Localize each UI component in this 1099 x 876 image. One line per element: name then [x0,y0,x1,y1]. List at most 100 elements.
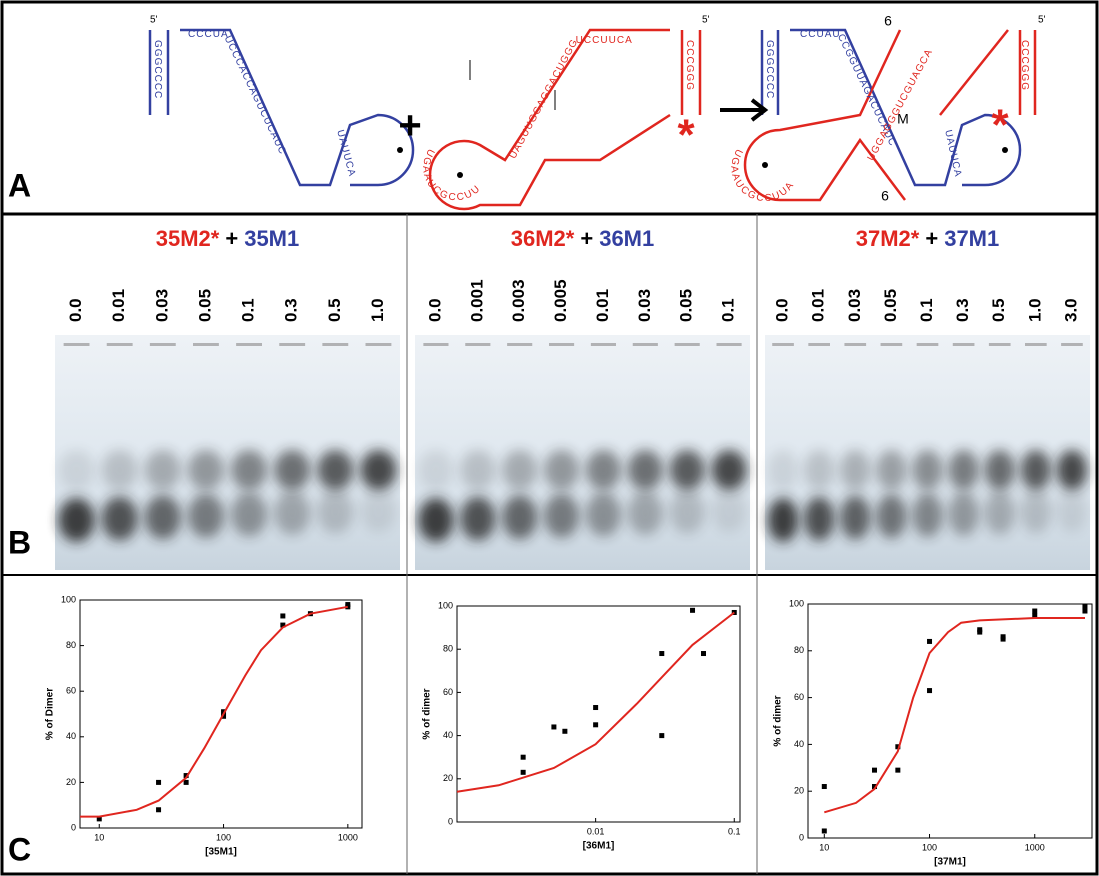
data-point [520,754,526,760]
y-tick-label: 40 [794,739,804,749]
band [502,450,538,490]
lane-label: 0.003 [509,279,528,322]
well [423,343,449,346]
sequence: CCCGGG [684,40,695,91]
y-tick-label: 80 [794,645,804,655]
band [1020,450,1051,490]
band [948,450,979,490]
data-point [977,629,983,635]
band [317,450,354,490]
x-tick-label: 100 [922,842,937,852]
well [1025,343,1047,346]
band [460,496,496,541]
y-tick-label: 80 [443,644,453,654]
chart: 0 20 40 60 80 100 10 100 1000 [37M1] % of dimer [773,598,1093,868]
lane-label: 0.05 [195,289,214,322]
sequence: UAUUCAGU [0,0,358,178]
junction-label: 6 [881,188,889,204]
data-point [156,779,162,785]
gel-title-part: + [580,226,593,251]
lane-label: 1.0 [1025,298,1044,322]
data-point [96,816,102,822]
data-point [927,638,933,644]
data-point [1032,608,1038,614]
y-tick-label: 60 [66,686,76,696]
sequence: UGAAUCGCCUUAG [0,0,483,203]
well [63,343,90,346]
gel-image [415,335,750,570]
chart: 0 20 40 60 80 100 0.01 0.1 [36M1] % of dimer [422,600,741,851]
data-point [156,807,162,813]
band [711,450,747,490]
gel-title-part: + [925,226,938,251]
x-tick-label: 10 [819,842,829,852]
data-point [1032,613,1038,619]
band [585,492,622,537]
band [767,498,799,542]
x-axis-label: [37M1] [934,857,966,868]
data-point [183,773,189,779]
sequence-text: GGGCCCC [152,40,162,99]
star: * [677,111,695,160]
sequence: UAGUUGGAGGACUGGGUCCUUCA [507,35,632,161]
band [767,450,799,490]
lane-label: 0.03 [635,289,654,322]
gel-title: 35M2* +35M1 [156,226,300,251]
well [880,343,903,346]
panel-label: C [8,831,31,867]
well [674,343,700,346]
band [101,496,138,541]
band [360,488,397,532]
band [1056,450,1088,490]
data-point [821,828,827,834]
band [58,498,95,542]
pair-dot [1002,147,1008,153]
band [804,450,835,490]
lane-label: 0.1 [239,298,258,322]
band [144,495,181,540]
five-prime: 5' [1038,15,1046,26]
data-point [593,722,599,728]
data-point [593,705,599,711]
data-point [701,651,707,657]
rna-structures [148,28,1037,211]
panel-label: B [8,524,31,560]
band [502,495,538,540]
x-axis-label: [35M1] [205,847,237,858]
sequence: CCCGGG [1019,40,1030,91]
data-point [1082,603,1088,609]
sequence-text: UGAAUCGCCUUAG [0,0,795,204]
band [543,450,580,490]
fit-curve [456,611,735,793]
band [585,450,622,490]
well [507,343,533,346]
band [984,490,1015,535]
junction-label: 6 [884,13,892,29]
y-axis-label: % of dimer [773,695,784,746]
well [236,343,262,346]
x-tick-label: 10 [94,832,104,842]
band [360,450,397,490]
chart: 0 20 40 60 80 100 10 100 1000 [35M1] % of Dimer [45,594,363,858]
data-point [690,607,696,613]
sequence-text: UGAAUCGCCUUAG [0,0,482,203]
data-point [280,613,286,619]
lane-label: 0.5 [989,298,1008,322]
y-tick-label: 40 [443,730,453,740]
lane-label: 0.3 [282,298,301,322]
plot-area [79,599,363,829]
band [274,450,311,490]
band [58,450,95,490]
data-point [551,724,557,730]
lane-label: 0.01 [593,289,612,322]
lane-label: 0.3 [953,298,972,322]
band [543,493,580,538]
sequence-text: UAUUCAGU [0,0,963,178]
fit-curve [824,617,1085,814]
junction-label: M [897,111,909,127]
band [1056,488,1088,532]
data-point [221,709,227,715]
well [279,343,306,346]
lane-label: 0.03 [845,289,864,322]
